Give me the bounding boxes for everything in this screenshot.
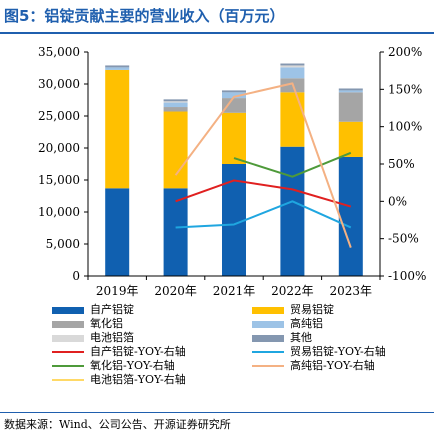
bar-segment: [338, 88, 363, 91]
chart-canvas: 0 5,000 10,000 15,000 20,000 25,000 30,000 35,0…: [38, 45, 426, 298]
bar-segment: [163, 107, 188, 112]
legend-label: 自产铝锭-YOY-右轴: [90, 345, 186, 358]
legend-swatch: [52, 351, 84, 353]
legend-swatch: [252, 334, 284, 342]
legend-label: 高纯铝: [290, 317, 323, 330]
axes-group: 0 5,000 10,000 15,000 20,000 25,000 30,000 35,0…: [38, 45, 426, 298]
legend-swatch: [52, 379, 84, 381]
bar-segment: [163, 101, 188, 103]
bar-segment: [338, 121, 363, 157]
legend-item-other: 其他: [252, 331, 422, 345]
legend-swatch: [252, 365, 284, 367]
left-tick-label: 20,000: [38, 141, 80, 155]
legend-label: 贸易铝锭-YOY-右轴: [290, 345, 386, 358]
bar-segment: [163, 111, 188, 189]
lines-group: [174, 82, 352, 248]
x-tick-label: 2021年: [213, 284, 256, 298]
bar-segment: [105, 69, 130, 189]
legend-item-battery-foil: 电池铝箔: [52, 331, 252, 345]
legend-item-self-al: 自产铝锭: [52, 303, 252, 317]
legend-label: 高纯铝-YOY-右轴: [290, 359, 375, 372]
bar-segment: [222, 92, 246, 99]
bar-segment: [222, 112, 246, 164]
bar-segment: [105, 188, 130, 276]
left-tick-label: 30,000: [38, 77, 80, 91]
x-tick-label: 2020年: [154, 284, 197, 298]
legend-label: 电池铝箔: [90, 331, 134, 344]
bar-segment: [163, 188, 188, 276]
bar-segment: [222, 90, 246, 93]
x-tick-label: 2022年: [271, 284, 314, 298]
right-tick-label: -100%: [388, 269, 426, 283]
chart-legend: 自产铝锭 贸易铝锭 氧化铝 高纯铝 电池铝箔 其他 自产铝锭-YOY-右轴 贸: [52, 303, 422, 393]
legend-item-yoy-self: 自产铝锭-YOY-右轴: [52, 345, 252, 359]
right-tick-label: 150%: [388, 82, 422, 96]
legend-swatch: [252, 351, 284, 353]
legend-swatch: [52, 306, 84, 314]
bar-segment: [280, 63, 305, 66]
bar-segment: [163, 99, 188, 102]
left-tick-label: 25,000: [38, 109, 80, 123]
x-tick-label: 2019年: [96, 284, 139, 298]
yoy-line: [233, 151, 352, 178]
legend-label: 自产铝锭: [90, 303, 134, 316]
yoy-line: [175, 200, 352, 229]
legend-label: 电池铝箔-YOY-右轴: [90, 373, 186, 386]
right-tick-label: 50%: [388, 157, 415, 171]
right-tick-label: 200%: [388, 45, 422, 59]
legend-item-yoy-battery: 电池铝箔-YOY-右轴: [52, 373, 252, 387]
yoy-line: [175, 179, 352, 208]
right-tick-label: 100%: [388, 120, 422, 134]
legend-swatch: [52, 365, 84, 367]
legend-label: 其他: [290, 331, 312, 344]
bar-segment: [280, 65, 305, 68]
left-tick-label: 15,000: [38, 173, 80, 187]
left-tick-label: 10,000: [38, 205, 80, 219]
left-tick-label: 35,000: [38, 45, 80, 59]
legend-label: 贸易铝锭: [290, 303, 334, 316]
legend-item-yoy-alumina: 氧化铝-YOY-右轴: [52, 359, 252, 373]
bar-segment: [280, 67, 305, 79]
bar-segment: [338, 156, 363, 276]
x-tick-label: 2023年: [330, 284, 373, 298]
legend-item-alumina: 氧化铝: [52, 317, 252, 331]
legend-item-trade-al: 贸易铝锭: [252, 303, 422, 317]
legend-swatch: [252, 306, 284, 314]
yoy-line: [174, 82, 352, 248]
bar-segment: [280, 146, 305, 276]
source-note: 数据来源：Wind、公司公告、开源证券研究所: [0, 412, 434, 437]
legend-label: 氧化铝: [90, 317, 123, 330]
legend-item-yoy-trade: 贸易铝锭-YOY-右轴: [252, 345, 422, 359]
bar-segment: [338, 90, 363, 93]
legend-swatch: [52, 334, 84, 342]
right-tick-label: -50%: [388, 232, 419, 246]
figure-title: 图5：铝锭贡献主要的营业收入（百万元）: [0, 0, 434, 34]
left-tick-label: 5,000: [46, 237, 80, 251]
left-tick-label: 0: [72, 269, 80, 283]
bar-segment: [338, 92, 363, 122]
legend-swatch: [252, 320, 284, 328]
bar-segment: [280, 92, 305, 147]
bar-segment: [105, 67, 130, 70]
bars-group: [105, 63, 363, 276]
legend-label: 氧化铝-YOY-右轴: [90, 359, 175, 372]
bar-segment: [105, 65, 130, 68]
right-tick-label: 0%: [388, 194, 407, 208]
legend-swatch: [52, 320, 84, 328]
bar-segment: [163, 102, 188, 108]
legend-item-yoy-high-purity: 高纯铝-YOY-右轴: [252, 359, 422, 373]
bar-segment: [222, 98, 246, 113]
legend-item-high-purity: 高纯铝: [252, 317, 422, 331]
